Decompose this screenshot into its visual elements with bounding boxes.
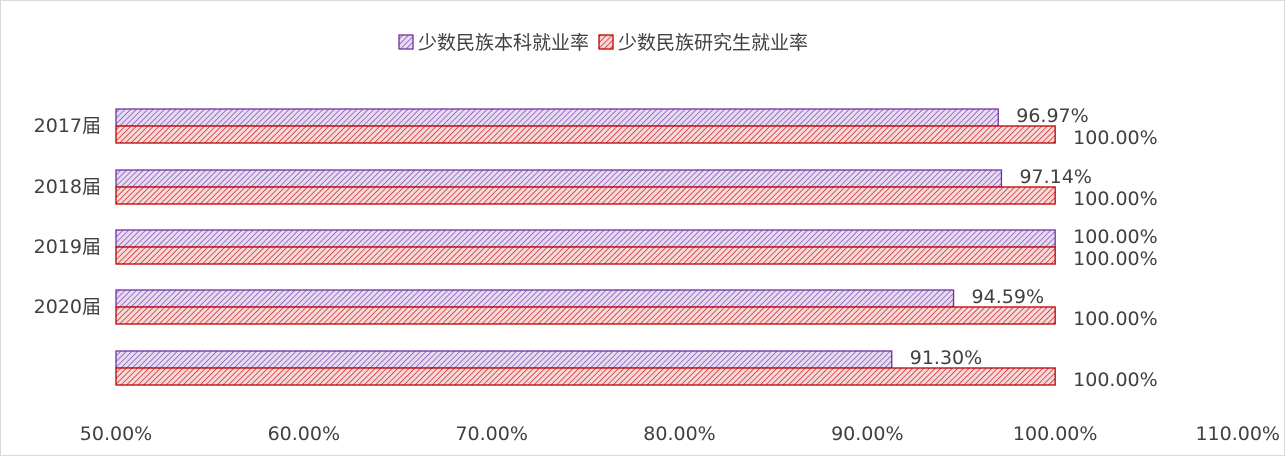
data-label: 96.97%	[1016, 105, 1088, 127]
data-label: 100.00%	[1073, 188, 1158, 210]
x-tick-label: 60.00%	[268, 423, 340, 445]
data-label: 100.00%	[1073, 248, 1158, 270]
x-tick-label: 80.00%	[643, 423, 715, 445]
bar-graduate	[115, 186, 1056, 205]
legend: 少数民族本科就业率 少数民族研究生就业率	[398, 32, 808, 54]
bar-graduate	[115, 246, 1056, 265]
x-tick-label: 50.00%	[80, 423, 152, 445]
legend-swatch-undergrad	[398, 34, 414, 50]
x-axis: 50.00% 60.00% 70.00% 80.00% 90.00% 100.00% 110…	[80, 423, 1280, 445]
data-label: 91.30%	[910, 347, 982, 369]
data-label: 100.00%	[1073, 369, 1158, 391]
data-label: 97.14%	[1019, 166, 1091, 188]
bar-undergrad	[115, 169, 1003, 188]
legend-label-undergrad: 少数民族本科就业率	[418, 32, 589, 54]
category-label: 2018届	[34, 176, 101, 198]
bar-graduate	[115, 306, 1056, 325]
bar-undergrad	[115, 229, 1056, 248]
x-tick-label: 70.00%	[455, 423, 527, 445]
data-label: 94.59%	[972, 286, 1044, 308]
category-label: 2017届	[34, 115, 101, 137]
bar-graduate	[115, 125, 1056, 144]
x-tick-label: 110.00%	[1195, 423, 1280, 445]
data-label: 100.00%	[1073, 127, 1158, 149]
bar-undergrad	[115, 350, 893, 369]
plot-area: 96.97%100.00%2017届97.14%100.00%2018届100.…	[34, 105, 1158, 391]
data-label: 100.00%	[1073, 226, 1158, 248]
x-tick-label: 100.00%	[1013, 423, 1098, 445]
bar-graduate	[115, 367, 1056, 386]
category-label: 2019届	[34, 236, 101, 258]
category-label: 2020届	[34, 296, 101, 318]
bar-undergrad	[115, 108, 999, 127]
data-label: 100.00%	[1073, 308, 1158, 330]
bar-undergrad	[115, 289, 955, 308]
legend-swatch-graduate	[598, 34, 614, 50]
legend-label-graduate: 少数民族研究生就业率	[618, 32, 808, 54]
x-tick-label: 90.00%	[831, 423, 903, 445]
